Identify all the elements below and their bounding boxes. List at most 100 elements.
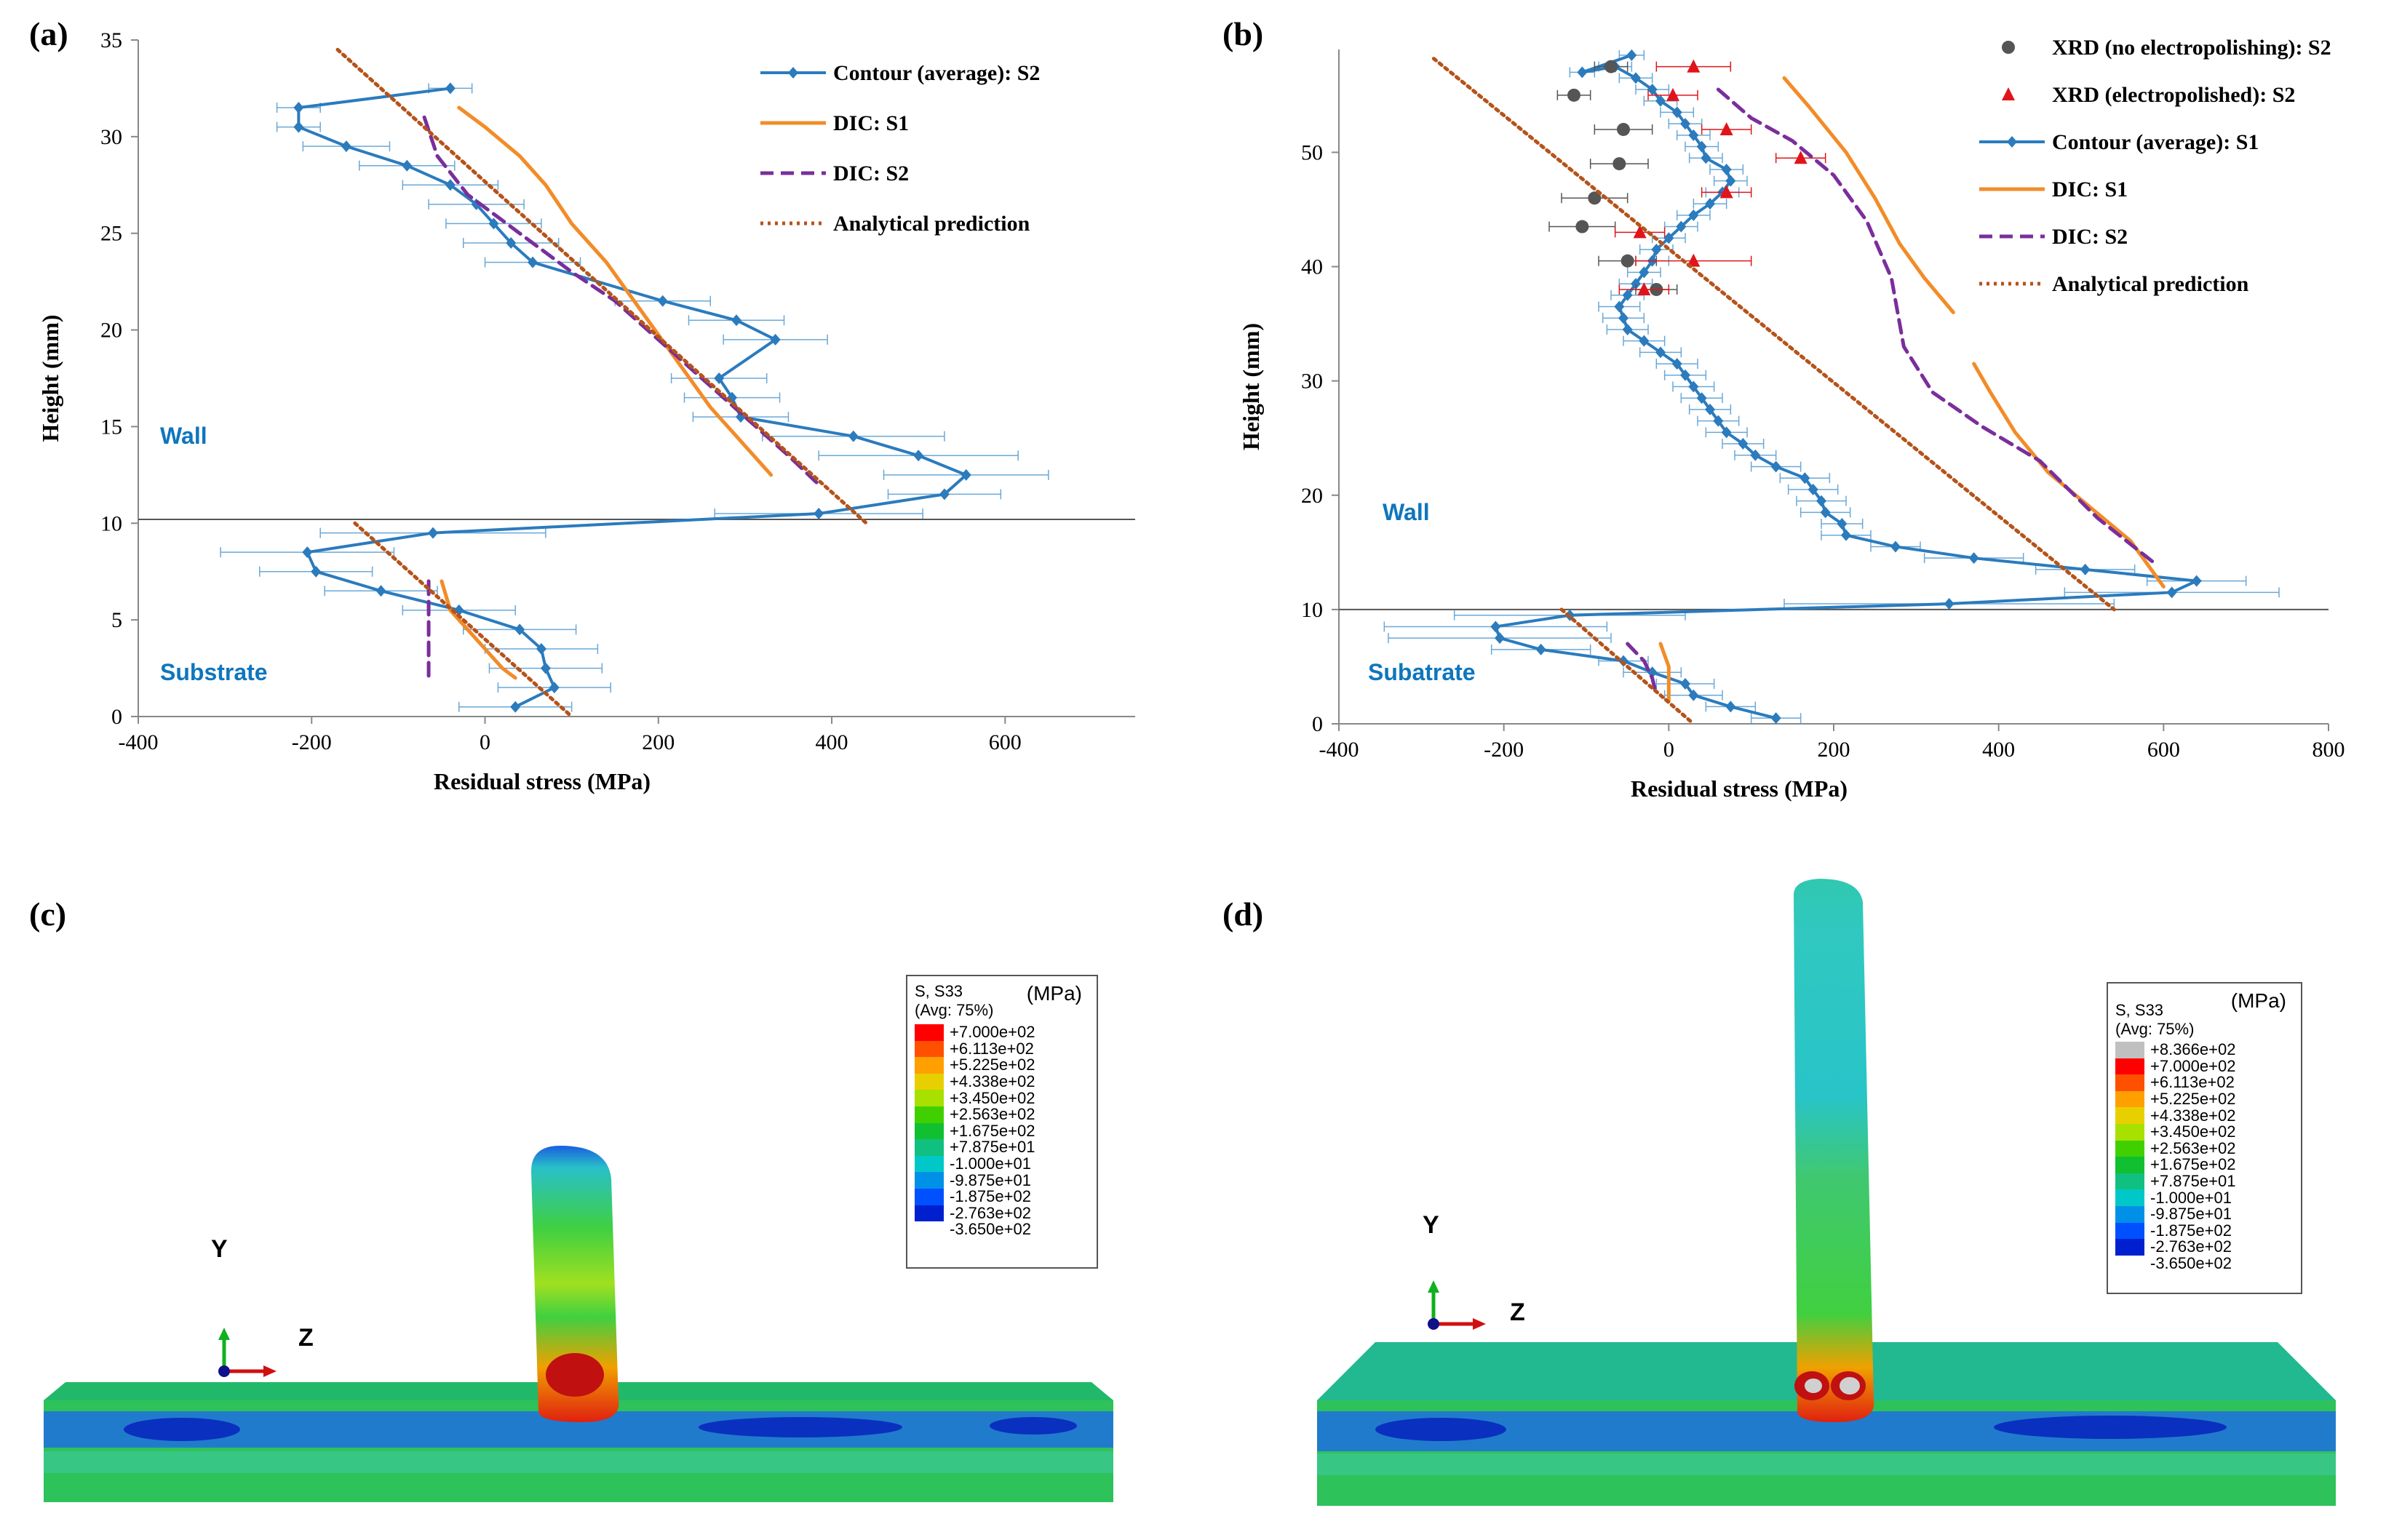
legend-level-value: -1.000e+01 [950,1154,1031,1173]
data-point [1687,253,1701,267]
y-axis-title-b: Height (mm) [1238,323,1264,450]
legend-label: DIC: S1 [833,111,909,135]
data-point [1655,346,1666,359]
series-analytical-a [335,47,869,719]
peak-d-2 [1840,1377,1860,1395]
data-point [1800,472,1810,484]
legend-level-value: +5.225e+02 [950,1056,1035,1074]
legend-label: XRD (electropolished): S2 [2052,83,2295,107]
legend-level-row: +7.875e+01 [2115,1172,2235,1190]
x-axis-title-a: Residual stress (MPa) [434,768,651,794]
data-point [1770,712,1781,725]
data-point [1890,540,1901,553]
legend-level-row: -1.000e+01 [2115,1188,2235,1207]
legend-level-value: -9.875e+01 [2150,1205,2232,1224]
panel-label-a: (a) [29,15,68,52]
data-point [488,218,499,230]
data-point [536,643,546,655]
series-contour-b [1383,49,2280,725]
contour-legend-d: S, S33 (MPa) (Avg: 75%) +8.366e+02 +7.000… [2107,982,2302,1294]
legend-swatch [915,1106,944,1123]
legend-unit-c: (MPa) [1026,982,1082,1005]
data-point [1680,678,1690,690]
legend-level-row: +2.563e+02 [915,1105,1035,1123]
axis-label-y-c: Y [211,1235,228,1263]
legend-level-value: -2.763e+02 [950,1203,1031,1222]
y-tick-label: 5 [111,608,122,632]
legend-swatch [2115,1058,2144,1075]
data-point [1725,701,1736,713]
legend-swatch [2115,1140,2144,1157]
data-point [961,468,971,481]
legend-level-value: +6.113e+02 [950,1039,1034,1058]
legend-swatch [915,1139,944,1156]
legend-level-row: -3.650e+02 [915,1220,1035,1238]
x-tick-label: 600 [2147,738,2180,762]
data-point [1620,254,1634,268]
blob-c-3 [990,1417,1077,1435]
hotspot-c [546,1353,604,1397]
legend-rows-d: +8.366e+02 +7.000e+02 +6.113e+02 +5.225e+02… [2115,1040,2236,1272]
legend-level-value: +4.338e+02 [950,1072,1035,1091]
series-xrd_no-b [1548,60,1678,296]
series-dic2-b [1626,87,2158,698]
data-point [1968,552,1979,564]
legend-label: Analytical prediction [2052,272,2249,296]
legend-label: DIC: S1 [2052,177,2128,202]
y-tick-label: 40 [1301,255,1323,279]
plate-mid-band-c [44,1451,1113,1473]
data-point [1647,83,1658,95]
y-tick-label: 10 [100,511,122,535]
data-point [1738,438,1749,450]
legend-level-row: +7.875e+01 [915,1138,1035,1156]
data-point [506,237,517,249]
data-point [1671,358,1682,370]
legend-swatch [2115,1205,2144,1223]
legend-level-row: +5.225e+02 [915,1056,1035,1074]
x-tick-label: 0 [1663,738,1674,762]
blob-c-2 [699,1417,902,1437]
legend-swatch [2115,1239,2144,1256]
data-point [1750,449,1761,461]
x-tick-label: -200 [292,730,332,754]
legend-title-c: S, S33 [915,982,963,1000]
wall-d [1794,879,1874,1422]
series-line [1559,607,1695,726]
legend-swatch [915,1122,944,1140]
data-point [1696,140,1707,153]
data-point [293,102,304,113]
series-line [1716,87,2158,566]
chart-b: -400 -200 0 200 400 600 800 0 10 20 30 40 50 Residual… [1238,36,2345,802]
legend-level-row: +4.338e+02 [915,1072,1035,1091]
data-point [1639,335,1650,347]
axis-label-z-d: Z [1510,1298,1525,1326]
data-point [514,623,525,636]
legend-swatch [2115,1123,2144,1141]
series-xrd_ep-b [1614,59,1826,295]
legend-level-value: +4.338e+02 [2150,1106,2236,1125]
data-point [1495,632,1505,645]
fea-model-c [44,1146,1113,1502]
blob-c-1 [124,1418,240,1441]
data-point [428,527,439,539]
chart-a: -400 -200 0 200 400 600 0 5 10 15 20 25 30 35 Residual… [37,28,1135,794]
data-point [1721,163,1732,175]
panel-label-c: (c) [29,895,67,933]
data-point [1770,460,1781,473]
data-point [549,682,560,694]
y-tick-label: 20 [100,319,122,343]
legend-level-value: -1.000e+01 [2150,1188,2232,1207]
fea-model-d [1317,879,2336,1506]
legend-level-row: -2.763e+02 [915,1203,1035,1222]
data-point [1696,392,1707,404]
x-tick-label: -400 [119,730,159,754]
legend-level-row: -9.875e+01 [2115,1205,2235,1224]
data-point [1687,59,1701,73]
data-point [1688,209,1699,221]
data-point [1666,87,1679,101]
legend-level-row: +7.000e+02 [2115,1057,2235,1075]
data-point [1622,289,1633,301]
data-point [1794,151,1808,164]
x-tick-label: -200 [1484,738,1524,762]
panel-label-b: (b) [1222,15,1264,52]
